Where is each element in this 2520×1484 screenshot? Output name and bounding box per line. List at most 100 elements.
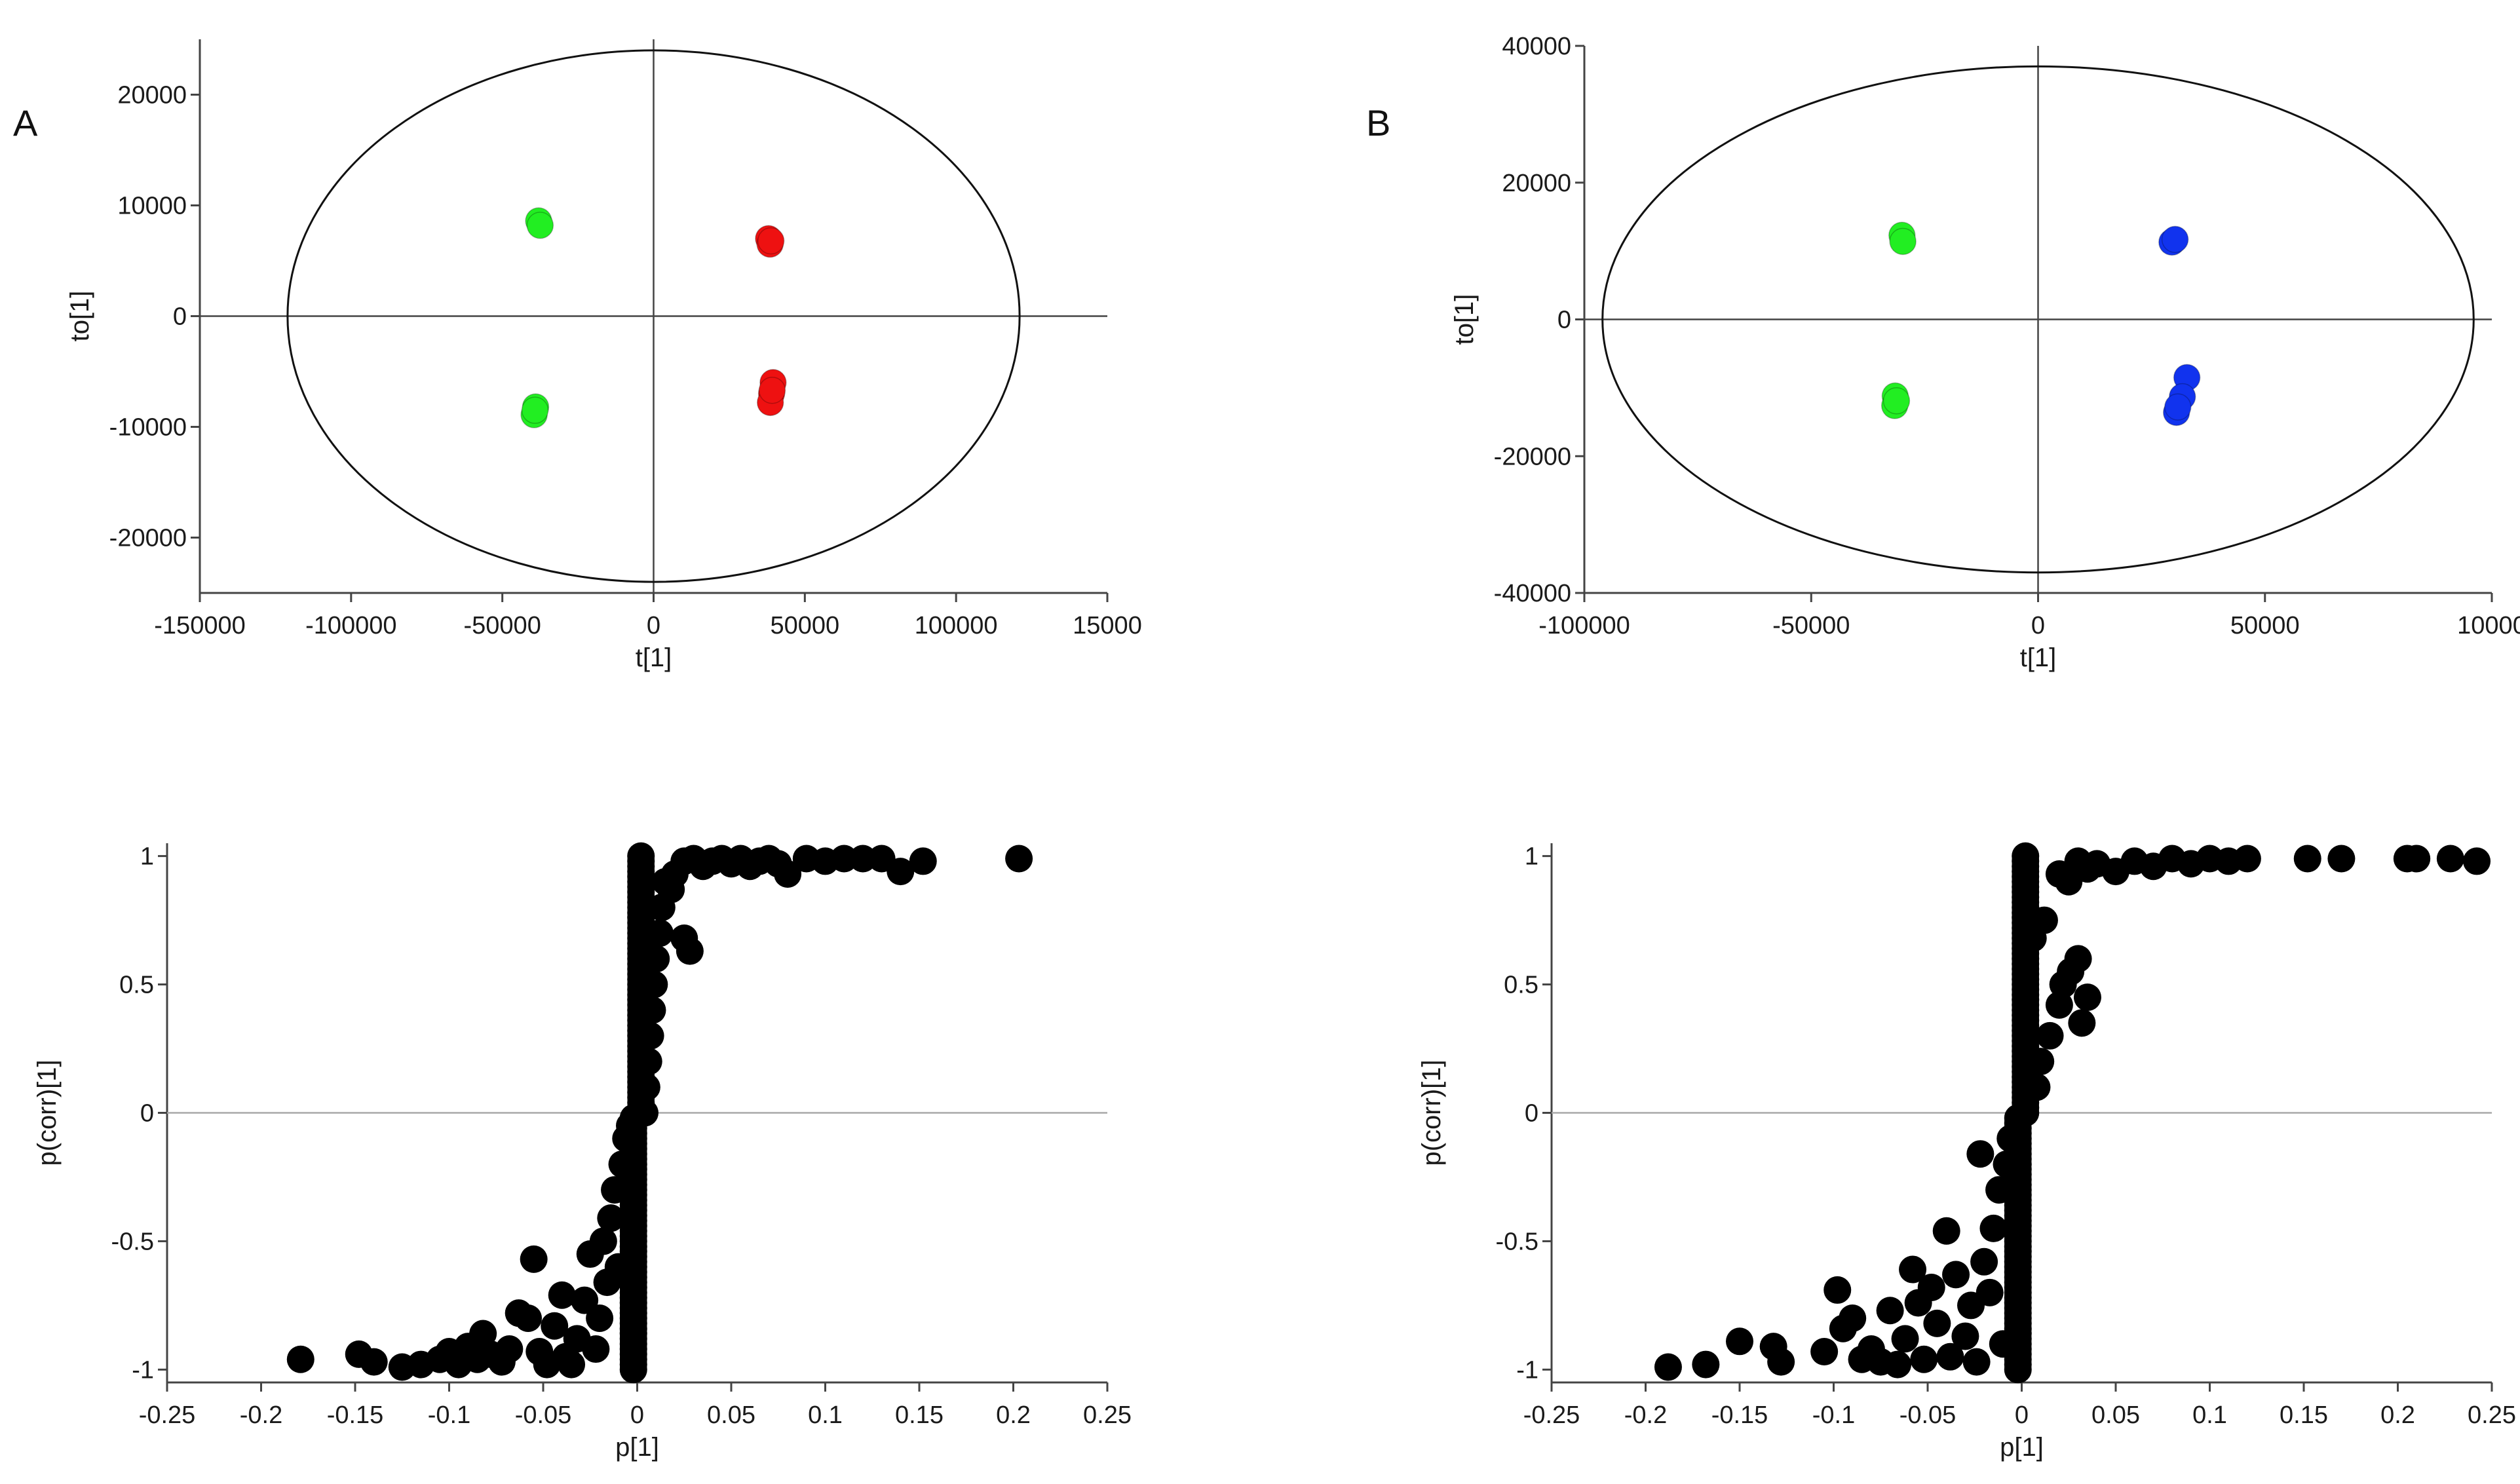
data-point [558, 1350, 586, 1379]
y-axis-title: to[1] [66, 291, 94, 342]
panel-label-a: A [13, 102, 38, 143]
score-plot-a: -150000 -100000 -50000 0 50000 100000 15000 200… [0, 0, 1260, 742]
data-point [1993, 1150, 2021, 1178]
data-point [2393, 845, 2421, 873]
data-point [495, 1335, 524, 1363]
data-point [1889, 227, 1917, 256]
data-point [514, 1304, 543, 1333]
series-variables [1654, 845, 2491, 1381]
data-point [638, 996, 666, 1024]
confidence-ellipse [286, 49, 1021, 583]
data-point [360, 1348, 388, 1376]
data-point [849, 845, 877, 873]
data-point [582, 1335, 610, 1363]
data-point [2030, 906, 2058, 934]
data-point [2164, 393, 2192, 421]
data-point [604, 1253, 632, 1281]
y-tick-label: -0.5 [111, 1228, 154, 1255]
data-point [2293, 845, 2321, 873]
data-point [636, 1021, 664, 1050]
data-point [616, 1112, 644, 1140]
data-point [1810, 1337, 1839, 1365]
score-plot-b: -100000 -50000 0 50000 10000 40000 20000 0 -2000… [1260, 0, 2520, 742]
data-point [1996, 1124, 2025, 1152]
y-tick-label: -1 [132, 1356, 154, 1384]
score-plot-a-svg: -150000 -100000 -50000 0 50000 100000 15000200… [66, 39, 1142, 672]
x-tick-label: -100000 [305, 612, 396, 639]
data-point [642, 945, 670, 973]
data-point [608, 1150, 636, 1178]
y-tick-label: -0.5 [1496, 1228, 1538, 1255]
data-point [1989, 1330, 2017, 1358]
data-point [2073, 983, 2101, 1012]
data-point [868, 845, 896, 873]
y-tick-label: 1 [1525, 843, 1538, 871]
x-tick-label: 0 [2015, 1401, 2029, 1429]
data-point [2045, 991, 2073, 1019]
data-point [1767, 1348, 1795, 1376]
y-tick-label: 0 [1525, 1100, 1538, 1128]
x-axis-title: t[1] [2020, 643, 2057, 672]
data-point [1936, 1342, 1964, 1371]
data-point [645, 919, 674, 947]
panel-label-b: B [1366, 102, 1391, 143]
data-point [632, 1073, 660, 1101]
data-point [1985, 1176, 2014, 1204]
x-tick-label: -100000 [1538, 612, 1630, 639]
data-point [1884, 1350, 1912, 1379]
series-group-red [755, 225, 787, 417]
data-point [601, 1176, 629, 1204]
y-tick-label: 10000 [117, 193, 187, 220]
series-group-green [1880, 221, 1917, 419]
data-point [1932, 1217, 1960, 1245]
data-point [1951, 1322, 1979, 1350]
x-tick-label: -0.25 [1523, 1401, 1580, 1429]
x-tick-label: 0.05 [2091, 1401, 2140, 1429]
x-tick-label: 0.05 [707, 1401, 755, 1429]
data-point [634, 1048, 662, 1076]
data-point [1910, 1345, 1938, 1373]
data-point [792, 845, 820, 873]
data-point [586, 1304, 614, 1333]
y-tick-label: -20000 [109, 525, 187, 552]
data-point [2023, 1073, 2051, 1101]
y-tick-label: 0.5 [1504, 972, 1538, 999]
y-tick-label: -10000 [109, 414, 187, 442]
series-variables [286, 845, 1033, 1381]
x-tick-label: -50000 [464, 612, 541, 639]
y-axis-title: to[1] [1450, 294, 1479, 345]
data-point [1654, 1353, 1682, 1381]
data-point [571, 1286, 599, 1314]
s-plot-a-svg: -0.25 -0.2 -0.15 -0.1 -0.05 0 0.05 0.1 0.15 0.2 0.… [33, 842, 1132, 1462]
data-point [541, 1312, 569, 1340]
data-point [286, 1345, 315, 1373]
data-point [2045, 860, 2073, 888]
data-point [1966, 1140, 1995, 1168]
data-point [627, 842, 655, 870]
x-tick-label: -0.1 [1812, 1401, 1855, 1429]
data-point [1882, 387, 1911, 415]
y-axis-title: p(corr)[1] [1417, 1059, 1446, 1166]
x-tick-label: 0.2 [996, 1401, 1031, 1429]
data-point [757, 227, 785, 255]
data-point [640, 970, 668, 999]
x-tick-label: 0.15 [895, 1401, 944, 1429]
data-point [2161, 225, 2189, 254]
data-point [1891, 1325, 1919, 1353]
x-tick-label: -0.1 [428, 1401, 470, 1429]
data-point [909, 847, 937, 875]
x-tick-label: 10000 [2457, 612, 2520, 639]
s-plot-b: -0.25 -0.2 -0.15 -0.1 -0.05 0 0.05 0.1 0.15 0.2 0.… [1260, 742, 2520, 1484]
y-tick-label: 20000 [117, 82, 187, 109]
x-tick-label: 0 [2031, 612, 2045, 639]
data-point [1976, 1278, 2004, 1306]
data-point [1726, 1327, 1753, 1356]
data-point [2027, 1048, 2055, 1076]
y-tick-label: -1 [1516, 1356, 1538, 1384]
data-point [526, 212, 554, 239]
data-point [1899, 1255, 1927, 1284]
y-tick-label: 40000 [1502, 33, 1571, 60]
data-point [1962, 1348, 1991, 1376]
x-tick-label: -0.05 [515, 1401, 572, 1429]
data-point [1692, 1350, 1720, 1379]
